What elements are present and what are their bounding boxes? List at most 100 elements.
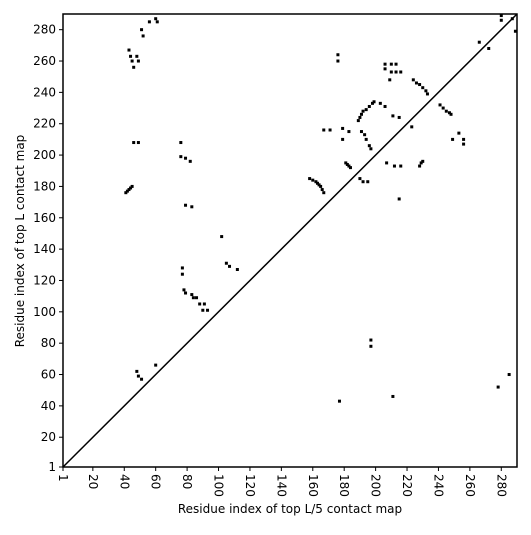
contact-point: [391, 114, 395, 118]
contact-point: [425, 92, 429, 96]
contact-point: [441, 106, 445, 110]
x-tick-label: 60: [149, 474, 163, 489]
contact-point: [383, 104, 387, 108]
contact-point: [369, 344, 373, 348]
y-tick-label: 100: [33, 305, 56, 319]
x-tick-label: 1: [56, 474, 70, 482]
contact-point: [341, 137, 345, 141]
contact-point: [410, 125, 414, 129]
contact-point: [180, 272, 184, 276]
contact-point: [418, 164, 422, 168]
contact-point: [364, 137, 368, 141]
x-tick-label: 180: [337, 474, 351, 497]
contact-point: [418, 83, 422, 87]
contact-point: [127, 48, 131, 52]
contact-point: [397, 197, 401, 201]
x-tick-label: 100: [212, 474, 226, 497]
contact-point: [444, 109, 448, 113]
contact-point: [190, 293, 194, 297]
y-tick-label: 20: [41, 430, 56, 444]
contact-point: [129, 54, 133, 58]
contact-point: [399, 164, 403, 168]
contact-point: [341, 126, 345, 130]
x-tick-label: 40: [117, 474, 131, 489]
contact-point: [344, 161, 348, 165]
contact-point: [315, 181, 319, 185]
contact-point: [513, 29, 517, 33]
y-axis-label: Residue index of top L contact map: [13, 135, 27, 348]
contact-point: [184, 203, 188, 207]
contact-point: [457, 131, 461, 135]
y-tick-label: 160: [33, 211, 56, 225]
contact-point: [370, 101, 374, 105]
contact-point: [477, 40, 481, 44]
contact-point: [397, 115, 401, 119]
contact-point: [394, 70, 398, 74]
contact-point: [337, 399, 341, 403]
contact-point: [421, 159, 425, 163]
contact-point: [451, 137, 455, 141]
contact-point: [361, 180, 365, 184]
contact-point: [507, 373, 511, 377]
y-tick-label: 280: [33, 23, 56, 37]
y-tick-label: 180: [33, 179, 56, 193]
contact-point: [372, 100, 376, 104]
x-tick-label: 240: [431, 474, 445, 497]
y-tick-label: 120: [33, 273, 56, 287]
x-tick-label: 80: [180, 474, 194, 489]
contact-point: [388, 78, 392, 82]
contact-point: [359, 130, 363, 134]
contact-point: [364, 108, 368, 112]
contact-point: [179, 141, 183, 145]
contact-point: [182, 288, 186, 292]
contact-point: [184, 291, 188, 295]
y-tick-label: 60: [41, 368, 56, 382]
contact-point: [438, 103, 442, 107]
contact-point: [449, 112, 453, 116]
contact-point: [411, 78, 415, 82]
contact-point: [125, 189, 129, 193]
contact-point: [359, 112, 363, 116]
contact-point: [363, 133, 367, 137]
contact-point: [136, 374, 140, 378]
contact-point: [414, 81, 418, 85]
contact-point: [155, 20, 159, 24]
y-tick-label: 260: [33, 54, 56, 68]
contact-point: [462, 137, 466, 141]
contact-point: [336, 53, 340, 57]
contact-point: [358, 177, 362, 181]
y-tick-label: 200: [33, 148, 56, 162]
contact-point: [328, 128, 332, 132]
contact-point: [399, 70, 403, 74]
x-tick-label: 160: [306, 474, 320, 497]
contact-point: [378, 101, 382, 105]
contact-point: [366, 180, 370, 184]
contact-point: [191, 296, 195, 300]
contact-point: [135, 369, 139, 373]
contact-point: [136, 141, 140, 145]
contact-point: [198, 302, 202, 306]
x-tick-label: 280: [494, 474, 508, 497]
contact-point: [154, 17, 158, 21]
contact-point: [136, 59, 140, 63]
contact-point: [391, 394, 395, 398]
x-tick-label: 220: [400, 474, 414, 497]
y-tick-label: 220: [33, 117, 56, 131]
contact-point: [383, 67, 387, 71]
contact-point: [320, 188, 324, 192]
contact-point: [358, 115, 362, 119]
contact-point: [201, 308, 205, 312]
contact-point: [389, 70, 393, 74]
contact-point: [499, 18, 503, 22]
plot-frame: [62, 13, 518, 468]
contact-point: [308, 177, 312, 181]
contact-point: [345, 162, 349, 166]
y-tick-label: 240: [33, 85, 56, 99]
contact-point: [224, 261, 228, 265]
contact-point: [392, 164, 396, 168]
y-tick-label: 40: [41, 399, 56, 413]
contact-point: [127, 188, 131, 192]
diagonal: [62, 13, 518, 468]
contact-point: [311, 178, 315, 182]
